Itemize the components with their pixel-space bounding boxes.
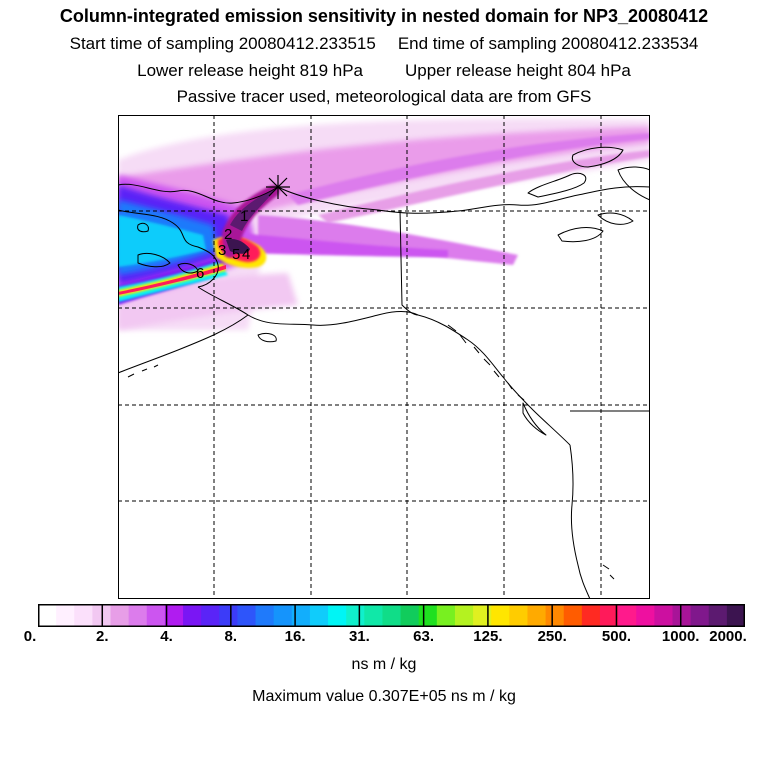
colorbar-cell — [273, 604, 293, 627]
colorbar-cell — [581, 604, 601, 627]
colorbar-cell — [291, 604, 311, 627]
colorbar-cell — [599, 604, 619, 627]
colorbar-tick-label: 0. — [23, 628, 37, 645]
colorbar-units: ns m / kg — [351, 656, 417, 673]
sensitivity-map: 1 2 3 4 5 6 — [118, 115, 650, 599]
trajectory-label: 3 — [218, 242, 226, 259]
colorbar-cell — [618, 604, 637, 627]
colorbar-cell — [672, 604, 692, 627]
colorbar-cell — [527, 604, 547, 627]
colorbar-cell — [382, 604, 402, 627]
colorbar-tick-label: 31. — [348, 628, 370, 645]
colorbar-cell — [309, 604, 329, 627]
colorbar-cell — [328, 604, 347, 627]
lower-release-label: Lower release height 819 hPa — [137, 61, 363, 80]
colorbar-cell — [491, 604, 510, 627]
colorbar-cell — [509, 604, 529, 627]
colorbar-cell — [563, 604, 583, 627]
map-frame — [118, 115, 650, 599]
colorbar-cell — [201, 604, 220, 627]
colorbar-cell — [454, 604, 474, 627]
end-time-label: End time of sampling 20080412.233534 — [397, 34, 699, 53]
colorbar-cell — [255, 604, 275, 627]
colorbar-cell — [183, 604, 202, 627]
release-point — [266, 175, 290, 199]
colorbar-cell — [74, 604, 93, 627]
colorbar-tick-label: 8. — [224, 628, 238, 645]
emission-plume — [118, 118, 650, 330]
start-time-label: Start time of sampling 20080412.233515 — [69, 34, 376, 53]
colorbar-tick-label: 16. — [284, 628, 306, 645]
upper-release-label: Upper release height 804 hPa — [405, 61, 631, 80]
colorbar-tick-label: 2000. — [709, 628, 747, 645]
colorbar-cell — [708, 604, 728, 627]
colorbar-cell — [219, 604, 239, 627]
colorbar-tick-label: 250. — [537, 628, 567, 645]
colorbar-cell — [364, 604, 384, 627]
colorbar-cell — [400, 604, 420, 627]
colorbar-tick-label: 125. — [473, 628, 503, 645]
colorbar-cell — [636, 604, 655, 627]
plot-title: Column-integrated emission sensitivity i… — [59, 6, 709, 26]
trajectory-label: 5 — [232, 246, 240, 263]
colorbar-tick-label: 4. — [160, 628, 173, 645]
maximum-value: Maximum value 0.307E+05 ns m / kg — [252, 688, 516, 705]
colorbar-cell — [346, 604, 365, 627]
map-gridlines — [118, 115, 650, 599]
colorbar-cell — [654, 604, 674, 627]
colorbar-cell — [38, 604, 57, 627]
colorbar-cell — [56, 604, 75, 627]
colorbar-cell — [436, 604, 456, 627]
colorbar-cell — [237, 604, 257, 627]
trajectory-label: 2 — [224, 226, 232, 243]
release-heights: Lower release height 819 hPa Upper releas… — [0, 61, 768, 81]
colorbar-tick-label: 500. — [601, 628, 632, 645]
colorbar-ticks: 0. 2. 4. 8. 16. 31. 63. 125. 250. 500. 1000. 2000. — [0, 628, 768, 652]
colorbar-cell — [545, 604, 565, 627]
colorbar-tick-label: 1000. — [661, 628, 700, 645]
colorbar-cell — [146, 604, 166, 627]
tracer-info: Passive tracer used, meteorological data… — [176, 87, 592, 106]
colorbar-cell — [110, 604, 130, 627]
trajectory-label: 6 — [196, 265, 204, 282]
colorbar-cell — [690, 604, 710, 627]
coastlines — [118, 146, 650, 599]
colorbar-cell — [726, 604, 745, 627]
colorbar-cell — [418, 604, 438, 627]
colorbar-tick-label: 2. — [96, 628, 109, 645]
colorbar-cell — [473, 604, 492, 627]
colorbar-cell — [128, 604, 148, 627]
colorbar — [38, 604, 745, 627]
trajectory-label: 4 — [242, 246, 250, 263]
colorbar-tick-label: 63. — [413, 628, 435, 645]
sampling-times: Start time of sampling 20080412.233515 En… — [0, 34, 768, 54]
trajectory-label: 1 — [240, 208, 248, 225]
colorbar-cell — [164, 604, 184, 627]
